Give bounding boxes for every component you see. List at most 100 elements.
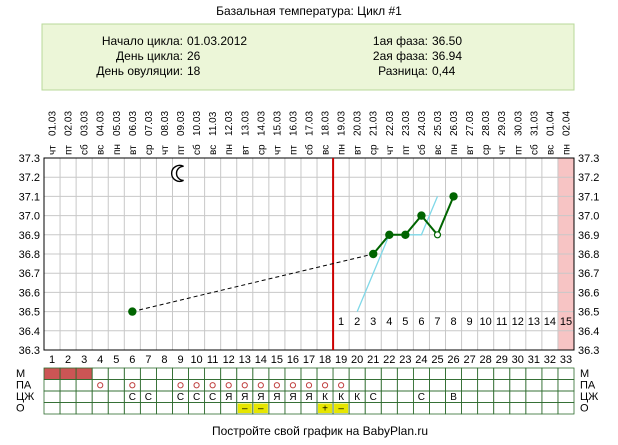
obs-cell[interactable] xyxy=(139,379,157,392)
obs-cell[interactable] xyxy=(204,379,222,392)
obs-cell[interactable] xyxy=(364,367,382,380)
obs-cell[interactable] xyxy=(300,367,318,380)
obs-cell[interactable] xyxy=(172,379,189,392)
obs-cell[interactable] xyxy=(59,390,77,403)
obs-cell[interactable] xyxy=(284,367,302,380)
obs-cell[interactable] xyxy=(461,379,479,392)
obs-cell[interactable] xyxy=(204,402,222,415)
obs-cell[interactable] xyxy=(91,379,109,392)
obs-cell[interactable] xyxy=(284,402,302,415)
obs-cell[interactable] xyxy=(59,379,77,392)
obs-cell[interactable] xyxy=(380,390,398,403)
obs-cell[interactable] xyxy=(252,367,270,380)
obs-cell[interactable] xyxy=(59,402,77,415)
obs-cell[interactable] xyxy=(509,367,527,380)
obs-cell[interactable] xyxy=(43,390,61,403)
obs-cell[interactable] xyxy=(541,390,559,403)
obs-cell[interactable] xyxy=(461,390,479,403)
obs-cell[interactable] xyxy=(380,402,398,415)
obs-cell[interactable] xyxy=(445,367,462,380)
obs-cell[interactable] xyxy=(525,379,543,392)
obs-cell[interactable] xyxy=(188,402,206,415)
obs-cell[interactable] xyxy=(477,379,495,392)
obs-cell[interactable] xyxy=(91,402,109,415)
obs-cell[interactable] xyxy=(107,379,125,392)
obs-cell[interactable] xyxy=(220,367,238,380)
obs-cell[interactable] xyxy=(396,402,414,415)
obs-cell[interactable] xyxy=(477,367,495,380)
obs-cell[interactable] xyxy=(477,390,495,403)
obs-cell[interactable] xyxy=(412,367,430,380)
obs-cell[interactable] xyxy=(75,390,93,403)
obs-cell[interactable] xyxy=(75,379,93,392)
obs-cell[interactable] xyxy=(75,402,93,415)
obs-cell[interactable] xyxy=(429,402,446,415)
obs-cell[interactable] xyxy=(268,367,286,380)
obs-cell[interactable] xyxy=(123,379,141,392)
obs-cell[interactable] xyxy=(43,379,61,392)
obs-cell[interactable] xyxy=(557,390,575,403)
obs-cell[interactable] xyxy=(525,367,543,380)
obs-cell[interactable] xyxy=(509,402,527,415)
obs-cell[interactable] xyxy=(541,367,559,380)
obs-cell[interactable] xyxy=(493,390,511,403)
obs-cell[interactable] xyxy=(429,367,446,380)
obs-cell[interactable] xyxy=(541,402,559,415)
obs-cell[interactable] xyxy=(300,402,318,415)
obs-cell[interactable] xyxy=(429,390,446,403)
obs-cell[interactable] xyxy=(107,402,125,415)
obs-cell[interactable] xyxy=(139,367,157,380)
obs-cell[interactable] xyxy=(493,367,511,380)
obs-cell[interactable] xyxy=(252,379,270,392)
obs-cell[interactable] xyxy=(493,402,511,415)
obs-cell[interactable] xyxy=(204,367,222,380)
obs-cell[interactable] xyxy=(284,379,302,392)
obs-cell[interactable] xyxy=(429,379,446,392)
obs-cell[interactable] xyxy=(300,379,318,392)
obs-cell[interactable] xyxy=(156,390,173,403)
obs-cell[interactable] xyxy=(380,367,398,380)
obs-cell[interactable] xyxy=(557,402,575,415)
footer-link[interactable]: Постройте свой график на BabyPlan.ru xyxy=(212,424,428,438)
obs-cell[interactable] xyxy=(412,402,430,415)
obs-cell[interactable] xyxy=(445,402,462,415)
obs-cell[interactable] xyxy=(220,402,238,415)
obs-cell[interactable] xyxy=(509,390,527,403)
obs-cell[interactable] xyxy=(316,367,334,380)
obs-cell[interactable] xyxy=(172,402,189,415)
obs-cell[interactable] xyxy=(461,402,479,415)
obs-cell[interactable] xyxy=(156,402,173,415)
obs-cell[interactable] xyxy=(412,379,430,392)
obs-cell[interactable] xyxy=(445,379,462,392)
obs-cell[interactable] xyxy=(172,367,189,380)
obs-cell[interactable] xyxy=(380,379,398,392)
obs-cell[interactable] xyxy=(91,390,109,403)
obs-cell[interactable] xyxy=(396,367,414,380)
obs-cell[interactable] xyxy=(91,367,109,380)
obs-cell[interactable] xyxy=(364,379,382,392)
obs-cell[interactable] xyxy=(107,390,125,403)
obs-cell[interactable] xyxy=(236,367,254,380)
obs-cell[interactable] xyxy=(477,402,495,415)
obs-cell[interactable] xyxy=(493,379,511,392)
obs-cell[interactable] xyxy=(220,379,238,392)
obs-cell[interactable] xyxy=(525,402,543,415)
obs-cell[interactable] xyxy=(268,402,286,415)
obs-cell[interactable] xyxy=(123,367,141,380)
obs-cell[interactable] xyxy=(268,379,286,392)
obs-cell[interactable] xyxy=(557,379,575,392)
obs-cell[interactable] xyxy=(348,367,366,380)
obs-cell[interactable] xyxy=(557,367,575,380)
obs-cell[interactable] xyxy=(188,379,206,392)
obs-cell[interactable] xyxy=(541,379,559,392)
obs-cell[interactable] xyxy=(316,379,334,392)
obs-cell[interactable] xyxy=(123,402,141,415)
obs-cell[interactable] xyxy=(461,367,479,380)
obs-cell[interactable] xyxy=(139,402,157,415)
obs-cell[interactable] xyxy=(525,390,543,403)
obs-cell[interactable] xyxy=(396,390,414,403)
obs-cell[interactable] xyxy=(332,367,350,380)
obs-cell[interactable] xyxy=(236,379,254,392)
obs-cell[interactable] xyxy=(332,379,350,392)
obs-cell[interactable] xyxy=(396,379,414,392)
